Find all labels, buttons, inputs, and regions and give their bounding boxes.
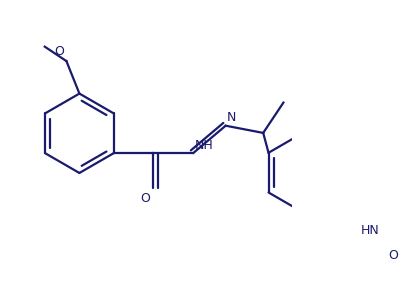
Text: O: O bbox=[388, 250, 398, 263]
Text: O: O bbox=[141, 192, 151, 205]
Text: NH: NH bbox=[195, 139, 213, 152]
Text: HN: HN bbox=[360, 224, 379, 237]
Text: N: N bbox=[227, 111, 236, 124]
Text: O: O bbox=[55, 45, 64, 58]
